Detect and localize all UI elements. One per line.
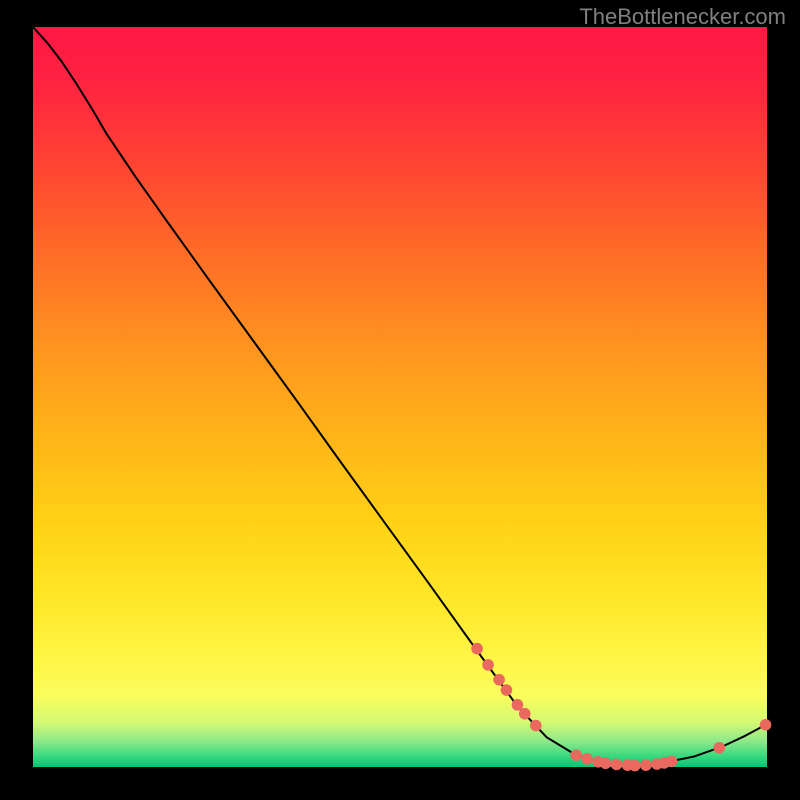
marker-point (570, 749, 582, 761)
marker-point (611, 759, 623, 771)
marker-point (501, 684, 513, 696)
marker-point (600, 758, 612, 770)
marker-point (482, 659, 494, 671)
marker-point (519, 708, 531, 720)
chart-root: TheBottlenecker.com (0, 0, 800, 800)
watermark-text: TheBottlenecker.com (579, 4, 786, 30)
marker-point (512, 699, 524, 711)
marker-point (493, 674, 505, 686)
plot-svg (0, 0, 800, 800)
marker-point (471, 643, 483, 655)
marker-point (713, 742, 725, 754)
plot-area-gradient (33, 27, 767, 767)
marker-point (530, 720, 542, 732)
marker-point (760, 719, 772, 731)
marker-point (640, 759, 652, 771)
marker-point (581, 753, 593, 765)
marker-point (629, 760, 641, 772)
marker-point (666, 756, 678, 768)
